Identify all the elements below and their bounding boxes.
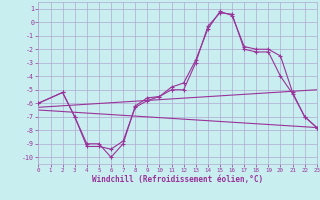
X-axis label: Windchill (Refroidissement éolien,°C): Windchill (Refroidissement éolien,°C) bbox=[92, 175, 263, 184]
